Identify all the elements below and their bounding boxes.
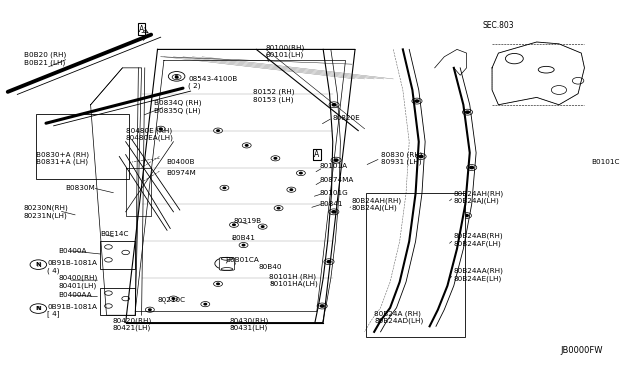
Text: 80400(RH)
80401(LH): 80400(RH) 80401(LH) [59,275,98,289]
Circle shape [223,187,226,189]
Text: S: S [175,74,179,80]
Circle shape [159,128,162,129]
Circle shape [466,111,470,113]
Text: 80319B: 80319B [234,218,262,224]
Text: B0B41: B0B41 [231,235,255,241]
Circle shape [148,309,151,310]
Text: 80820E: 80820E [333,115,360,121]
Text: 80B24AB(RH)
80B24AF(LH): 80B24AB(RH) 80B24AF(LH) [454,232,504,247]
Text: 80B24A (RH)
80B24AD(LH): 80B24A (RH) 80B24AD(LH) [374,310,424,324]
Text: 80101G: 80101G [319,190,348,196]
Text: N: N [36,306,41,311]
Text: B0101C: B0101C [591,159,620,165]
Circle shape [454,264,458,266]
Circle shape [419,155,423,158]
Text: 80430(RH)
80431(LH): 80430(RH) 80431(LH) [230,317,269,331]
Text: 0B91B-1081A
( 4): 0B91B-1081A ( 4) [47,260,97,274]
Text: B0E14C: B0E14C [100,231,129,237]
Text: B0B01CA: B0B01CA [226,257,260,263]
FancyBboxPatch shape [100,288,135,315]
Text: B0830M: B0830M [65,185,95,191]
Circle shape [217,130,220,131]
Text: B0400A: B0400A [59,248,87,254]
Circle shape [246,145,248,146]
Circle shape [470,166,474,169]
Text: 80B40: 80B40 [259,264,282,270]
Circle shape [415,207,419,209]
Text: 80B24AH(RH)
80B24AJ(LH): 80B24AH(RH) 80B24AJ(LH) [352,198,402,211]
Text: JB0000FW: JB0000FW [561,346,604,355]
Circle shape [233,224,236,225]
Text: B0841: B0841 [319,202,343,208]
Text: B0834Q (RH)
B0835Q (LH): B0834Q (RH) B0835Q (LH) [154,100,202,113]
Text: 80152 (RH)
80153 (LH): 80152 (RH) 80153 (LH) [253,89,294,103]
Text: 80101A: 80101A [319,163,348,169]
Circle shape [415,100,419,102]
Circle shape [332,211,336,213]
Circle shape [395,298,399,300]
FancyBboxPatch shape [100,241,135,269]
Circle shape [274,158,276,159]
Text: B0974M: B0974M [166,170,196,176]
FancyBboxPatch shape [366,193,465,337]
Text: B0B20 (RH)
B0B21 (LH): B0B20 (RH) B0B21 (LH) [24,52,66,65]
Circle shape [172,298,175,299]
Circle shape [334,159,338,161]
Circle shape [442,301,446,304]
Text: 80B24AH(RH)
80B24AJ(LH): 80B24AH(RH) 80B24AJ(LH) [454,190,504,204]
Text: 0B91B-1081A
[ 4]: 0B91B-1081A [ 4] [47,304,97,317]
Text: B0400B: B0400B [166,159,195,165]
Text: SEC.803: SEC.803 [483,21,514,30]
Circle shape [243,244,245,246]
Text: 80874MA: 80874MA [319,177,354,183]
Text: 80420(RH)
80421(LH): 80420(RH) 80421(LH) [113,317,152,331]
Text: 80210C: 80210C [157,298,186,304]
Text: N: N [36,306,41,311]
Text: 80101H (RH)
80101HA(LH): 80101H (RH) 80101HA(LH) [269,273,318,287]
Circle shape [277,208,280,209]
Text: A: A [139,25,144,33]
Circle shape [327,260,331,263]
Text: S: S [175,74,179,79]
Text: N: N [36,263,41,268]
Text: A: A [314,150,319,159]
Text: B0400AA: B0400AA [59,292,93,298]
Circle shape [204,304,207,305]
Circle shape [332,104,336,106]
FancyBboxPatch shape [220,258,235,270]
Text: 80B24AA(RH)
80B24AE(LH): 80B24AA(RH) 80B24AE(LH) [454,267,504,282]
Text: N: N [36,262,41,267]
Circle shape [406,259,410,261]
Circle shape [300,172,302,174]
Circle shape [217,283,220,285]
Circle shape [175,76,178,78]
Circle shape [230,263,232,264]
Text: 80480E (RH)
80480EA(LH): 80480E (RH) 80480EA(LH) [125,127,173,141]
Text: A: A [314,150,319,159]
FancyBboxPatch shape [36,114,129,179]
Circle shape [320,305,324,307]
Text: 80230N(RH)
80231N(LH): 80230N(RH) 80231N(LH) [24,205,68,219]
Text: B0830+A (RH)
B0831+A (LH): B0830+A (RH) B0831+A (LH) [36,151,90,165]
Text: 80100(RH)
80101(LH): 80100(RH) 80101(LH) [266,44,305,58]
Circle shape [290,189,292,190]
Text: A: A [139,25,144,33]
Text: 08543-4100B
( 2): 08543-4100B ( 2) [188,76,237,89]
Text: 80830 (RH)
80931 (LH): 80830 (RH) 80931 (LH) [381,151,422,165]
Circle shape [261,226,264,227]
Circle shape [465,214,468,217]
